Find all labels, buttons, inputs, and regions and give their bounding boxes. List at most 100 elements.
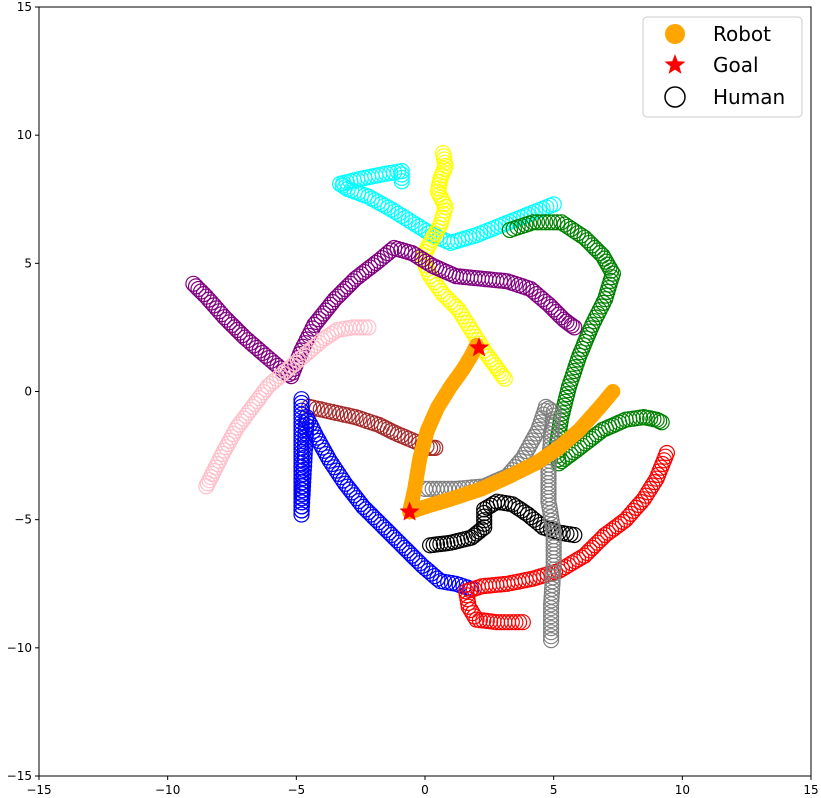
y-tick-label: −10: [7, 641, 32, 655]
human-point: [542, 612, 560, 629]
human-point: [429, 570, 446, 587]
y-tick-label: 10: [17, 128, 32, 142]
human-point: [528, 214, 546, 231]
human-point: [251, 390, 268, 407]
human-point: [486, 357, 503, 374]
human-point: [566, 319, 583, 336]
human-point: [542, 616, 560, 633]
human-point: [492, 365, 509, 382]
human-point: [386, 424, 403, 441]
human-trajectory-4: [198, 319, 377, 495]
human-point: [343, 484, 361, 501]
human-point: [595, 294, 612, 311]
goal-markers: [399, 337, 490, 521]
human-point: [233, 413, 250, 430]
human-point: [435, 195, 453, 212]
human-point: [593, 298, 610, 315]
legend-human-label: Human: [713, 85, 785, 109]
human-point: [566, 526, 583, 544]
human-point: [242, 401, 259, 418]
human-point: [424, 480, 441, 497]
human-point: [294, 478, 312, 495]
y-tick-label: −15: [7, 769, 32, 783]
human-point: [588, 426, 605, 443]
human-point: [585, 313, 603, 330]
human-point: [320, 299, 337, 316]
human-point: [533, 214, 550, 231]
human-point: [248, 392, 266, 410]
human-point: [293, 498, 310, 515]
human-point: [346, 487, 363, 504]
human-point: [235, 410, 252, 427]
legend-robot-marker: [665, 24, 685, 44]
human-point: [611, 515, 628, 533]
human-point: [537, 214, 554, 231]
human-point: [379, 245, 396, 262]
human-point: [545, 214, 562, 231]
human-point: [617, 511, 634, 528]
human-point: [591, 245, 609, 262]
human-point: [496, 370, 513, 387]
y-tick-label: 15: [17, 0, 32, 14]
plot-frame: [38, 6, 812, 777]
y-tick-label: 5: [24, 256, 32, 270]
human-point: [296, 457, 313, 474]
human-point: [484, 354, 501, 371]
x-tick-label: −10: [155, 783, 180, 797]
human-point: [524, 214, 542, 231]
human-point: [510, 614, 528, 631]
human-point: [348, 490, 365, 507]
human-point: [542, 628, 560, 645]
human-point: [574, 340, 591, 357]
human-point: [480, 348, 497, 365]
human-trajectory-9: [416, 398, 562, 649]
legend-goal-star-icon: [664, 54, 686, 74]
human-point: [568, 442, 585, 459]
human-point: [542, 620, 560, 637]
human-point: [240, 404, 257, 421]
x-tick-label: 0: [421, 783, 429, 797]
human-point: [255, 384, 272, 401]
human-trajectory-6: [293, 391, 480, 598]
human-point: [296, 445, 313, 462]
human-point: [295, 474, 312, 491]
human-point: [199, 475, 216, 492]
human-point: [571, 439, 588, 456]
human-point: [237, 407, 255, 424]
human-trajectory-3: [185, 239, 583, 385]
y-tick-label: 0: [24, 385, 32, 399]
human-point: [246, 395, 263, 413]
human-trajectories: [185, 145, 676, 649]
human-point: [426, 567, 443, 585]
human-point: [608, 518, 626, 535]
human-point: [294, 486, 311, 503]
legend-goal-label: Goal: [713, 53, 759, 77]
human-point: [476, 515, 493, 532]
human-point: [393, 173, 410, 190]
human-point: [296, 441, 313, 458]
x-tick-label: −5: [287, 783, 305, 797]
human-point: [651, 412, 668, 430]
human-point: [296, 453, 313, 470]
human-point: [393, 166, 410, 183]
human-point: [294, 482, 311, 499]
human-point: [257, 381, 274, 398]
human-point: [585, 428, 603, 445]
human-point: [295, 461, 312, 478]
legend-robot-label: Robot: [713, 22, 771, 46]
x-tick-label: −15: [26, 783, 51, 797]
human-point: [341, 481, 358, 498]
robot-trajectory: [402, 337, 621, 520]
human-point: [596, 291, 614, 308]
human-trajectory-7: [458, 444, 676, 631]
human-point: [549, 214, 566, 231]
human-point: [434, 262, 451, 279]
human-point: [356, 263, 373, 281]
human-point: [396, 429, 413, 446]
human-point: [605, 520, 623, 537]
human-point: [294, 494, 311, 511]
human-point: [542, 624, 560, 641]
goal-star-icon: [399, 501, 420, 521]
human-point: [577, 435, 594, 452]
human-point: [591, 302, 608, 319]
